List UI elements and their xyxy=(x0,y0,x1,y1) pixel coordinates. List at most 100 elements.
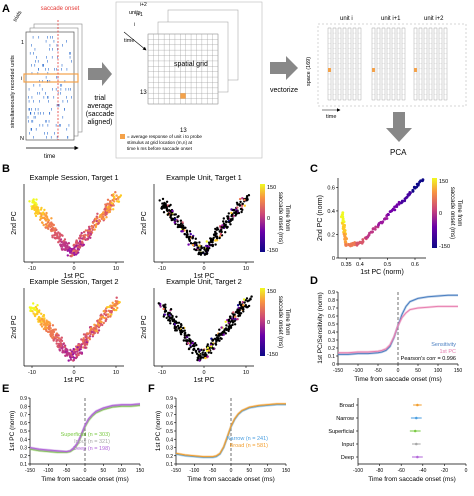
data-point xyxy=(53,233,56,237)
data-point xyxy=(198,244,201,247)
label-line: saccade onset (ms) xyxy=(449,187,455,239)
data-point xyxy=(210,351,213,355)
x-tick-label: 100 xyxy=(117,468,126,474)
x-tick-label: -10 xyxy=(28,370,36,376)
data-point xyxy=(218,230,221,233)
data-point xyxy=(52,227,55,230)
trajectory-point xyxy=(341,225,345,229)
colorbar-tick: 150 xyxy=(439,179,448,185)
data-point xyxy=(102,321,106,325)
data-point xyxy=(174,326,178,329)
trajectory-point xyxy=(371,230,374,234)
trajectory-point xyxy=(361,238,365,241)
data-point xyxy=(169,322,172,325)
x-axis-label: Time from saccade onset (ms) xyxy=(41,476,129,483)
data-point xyxy=(93,323,96,326)
data-point xyxy=(234,315,237,318)
data-point xyxy=(236,206,239,209)
data-point xyxy=(225,324,228,327)
data-point xyxy=(211,343,214,346)
data-point xyxy=(111,199,114,202)
data-point xyxy=(104,319,107,323)
data-point xyxy=(198,350,201,353)
y-tick-label: 0.8 xyxy=(328,298,335,304)
data-point xyxy=(82,346,85,349)
x-tick-label: -50 xyxy=(374,368,381,374)
data-point xyxy=(213,233,217,236)
spatial-grid-title: spatial grid xyxy=(174,61,208,68)
y-tick-label: 0.4 xyxy=(166,437,173,443)
data-point xyxy=(195,244,198,247)
data-point xyxy=(201,251,204,254)
data-point xyxy=(103,207,107,211)
data-point xyxy=(51,324,55,327)
y-axis-label: 2nd PC xyxy=(11,315,18,338)
data-point xyxy=(96,319,99,323)
data-point xyxy=(57,231,60,234)
data-point xyxy=(241,197,244,200)
x-tick-label: -100 xyxy=(189,468,199,474)
y-axis-label: 1st PC/Sensitivity (norm) xyxy=(317,292,324,364)
data-point xyxy=(230,208,233,211)
data-point xyxy=(91,227,94,230)
x-tick-label: 0.6 xyxy=(411,262,419,268)
grid-x-size: 13 xyxy=(180,128,187,134)
data-point xyxy=(43,208,46,212)
x-axis-label: 1st PC xyxy=(193,273,214,280)
panel-g: G -100 -80 -60 -40 -20 0 Time from saccade ons… xyxy=(310,383,468,483)
y-tick-label: 0.1 xyxy=(166,462,173,468)
data-point xyxy=(215,235,219,238)
data-point xyxy=(207,241,211,244)
data-point xyxy=(102,211,105,214)
trajectory-point xyxy=(344,244,348,247)
data-point xyxy=(49,225,52,229)
data-point xyxy=(205,244,208,248)
x-tick-label: -10 xyxy=(158,370,166,376)
label-line: Time from xyxy=(456,200,462,227)
data-point xyxy=(179,219,183,222)
data-point xyxy=(204,356,207,360)
x-tick-label: 0 xyxy=(230,468,233,474)
data-point xyxy=(87,229,91,232)
x-tick-label: 0 xyxy=(84,468,87,474)
data-point xyxy=(222,333,225,336)
data-point xyxy=(35,203,38,206)
data-point xyxy=(78,237,81,240)
legend-entry: 1st PC xyxy=(439,349,456,355)
data-point xyxy=(191,344,195,348)
arrow-vectorize xyxy=(270,56,298,80)
data-point xyxy=(93,331,97,335)
data-point xyxy=(175,315,178,318)
data-point xyxy=(63,345,67,349)
data-point xyxy=(199,248,202,252)
x-tick-label: -10 xyxy=(28,266,36,272)
data-point xyxy=(100,313,103,316)
data-point xyxy=(176,324,180,328)
data-point xyxy=(168,314,171,317)
data-point xyxy=(69,352,73,355)
data-point xyxy=(173,323,176,326)
data-point xyxy=(71,353,75,356)
data-point xyxy=(164,303,167,306)
data-point xyxy=(96,217,99,220)
estimate-point xyxy=(416,403,419,407)
data-point xyxy=(64,354,67,357)
data-point xyxy=(108,305,111,309)
data-point xyxy=(188,237,191,241)
colorbar-tick: -150 xyxy=(267,352,278,358)
data-point xyxy=(49,222,52,225)
data-point xyxy=(242,304,245,307)
legend-entry: Pearson's corr = 0.996 xyxy=(401,356,456,362)
data-point xyxy=(96,323,100,326)
y-tick-label: 0 xyxy=(332,362,335,368)
trajectory-point xyxy=(341,227,345,231)
data-point xyxy=(29,309,32,313)
data-point xyxy=(99,213,102,217)
vector-highlight xyxy=(372,68,375,72)
data-point xyxy=(214,230,217,233)
x-tick-label: -60 xyxy=(398,468,405,474)
panel-b: B Example Session, Target 1 -10 0 10 1st PC 2… xyxy=(2,163,290,384)
data-point xyxy=(159,305,162,308)
data-point xyxy=(83,339,87,342)
trajectory-point xyxy=(409,191,412,195)
